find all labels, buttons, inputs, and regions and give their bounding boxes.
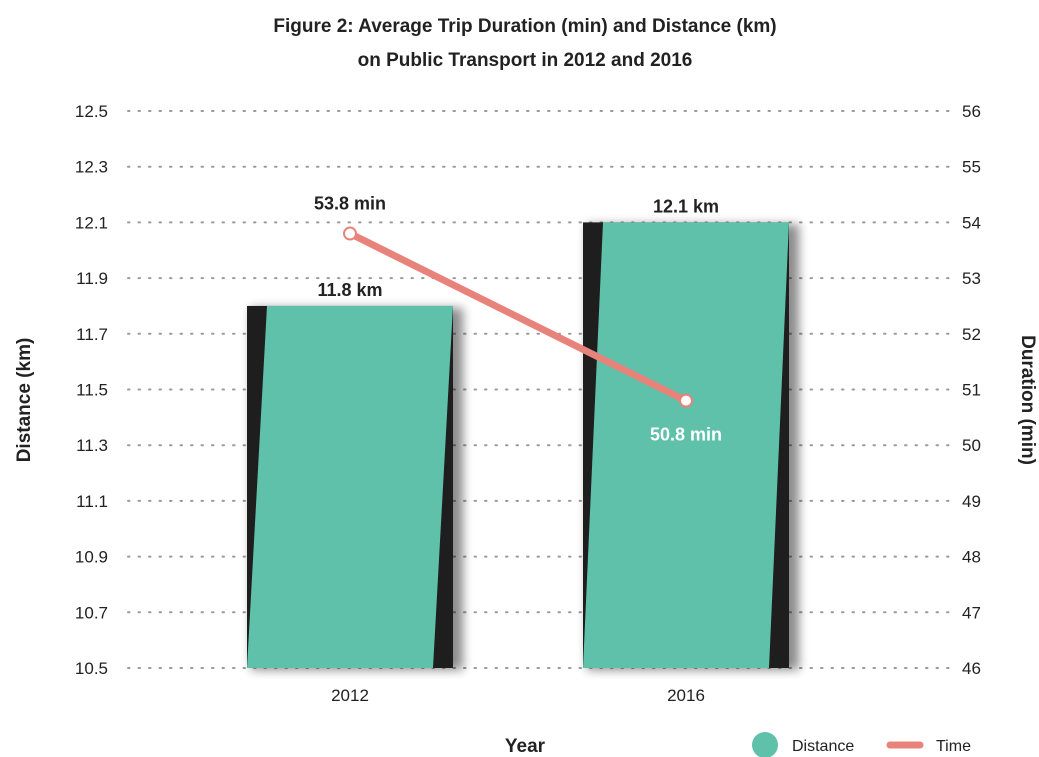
y-right-tick-label: 52 — [962, 325, 981, 344]
y-left-tick-label: 11.1 — [76, 492, 108, 511]
y-right-tick-label: 47 — [962, 603, 981, 622]
x-axis-title: Year — [505, 736, 546, 757]
time-point — [343, 226, 357, 241]
legend: Distance Time — [752, 732, 971, 757]
y-left-tick-label: 11.3 — [76, 436, 108, 455]
y-right-tick-label: 56 — [962, 102, 981, 121]
y-right-tick-label: 54 — [962, 213, 981, 232]
y-left-tick-label: 11.7 — [76, 325, 108, 344]
time-data-label: 53.8 min — [314, 194, 386, 214]
y-left-tick-label: 12.1 — [75, 213, 108, 232]
chart-title-line-1: Figure 2: Average Trip Duration (min) an… — [273, 16, 776, 37]
y-left-tick-label: 11.5 — [76, 381, 108, 400]
y-right-tick-label: 48 — [962, 548, 981, 567]
right-axis-ticks: 46 47 48 49 50 51 52 53 54 55 56 — [962, 102, 981, 678]
y-right-tick-label: 51 — [962, 381, 981, 400]
y-left-tick-label: 10.5 — [75, 659, 108, 678]
x-axis-ticks: 2012 2016 — [331, 686, 705, 705]
y-right-tick-label: 50 — [962, 436, 981, 455]
time-point — [679, 393, 693, 408]
x-tick-label: 2016 — [667, 686, 705, 705]
legend-time-label: Time — [936, 738, 971, 755]
time-series-line — [346, 230, 690, 405]
y-left-tick-label: 12.5 — [75, 102, 108, 121]
time-data-label: 50.8 min — [650, 425, 722, 445]
y-left-tick-label: 10.9 — [75, 548, 108, 567]
y-left-tick-label: 11.9 — [76, 269, 108, 288]
legend-distance-label: Distance — [792, 738, 854, 755]
distance-bar — [583, 222, 789, 668]
time-line: 53.8 min 50.8 min — [314, 194, 722, 445]
distance-bars: 11.8 km 12.1 km — [247, 196, 799, 670]
chart-title-line-2: on Public Transport in 2012 and 2016 — [358, 50, 693, 71]
y-axis-right-title: Duration (min) — [1017, 335, 1038, 465]
x-tick-label: 2012 — [331, 686, 369, 705]
distance-data-label: 12.1 km — [653, 196, 719, 216]
y-right-tick-label: 55 — [962, 158, 981, 177]
y-axis-left-title: Distance (km) — [14, 338, 35, 463]
y-right-tick-label: 46 — [962, 659, 981, 678]
distance-bar — [247, 305, 453, 668]
y-right-tick-label: 49 — [962, 492, 981, 511]
y-right-tick-label: 53 — [962, 269, 981, 288]
legend-distance-swatch — [752, 732, 778, 757]
left-axis-ticks: 10.5 10.7 10.9 11.1 11.3 11.5 11.7 11.9 12.1 12.3… — [75, 102, 108, 678]
distance-data-label: 11.8 km — [317, 280, 382, 300]
y-left-tick-label: 10.7 — [75, 603, 108, 622]
y-left-tick-label: 12.3 — [75, 158, 108, 177]
